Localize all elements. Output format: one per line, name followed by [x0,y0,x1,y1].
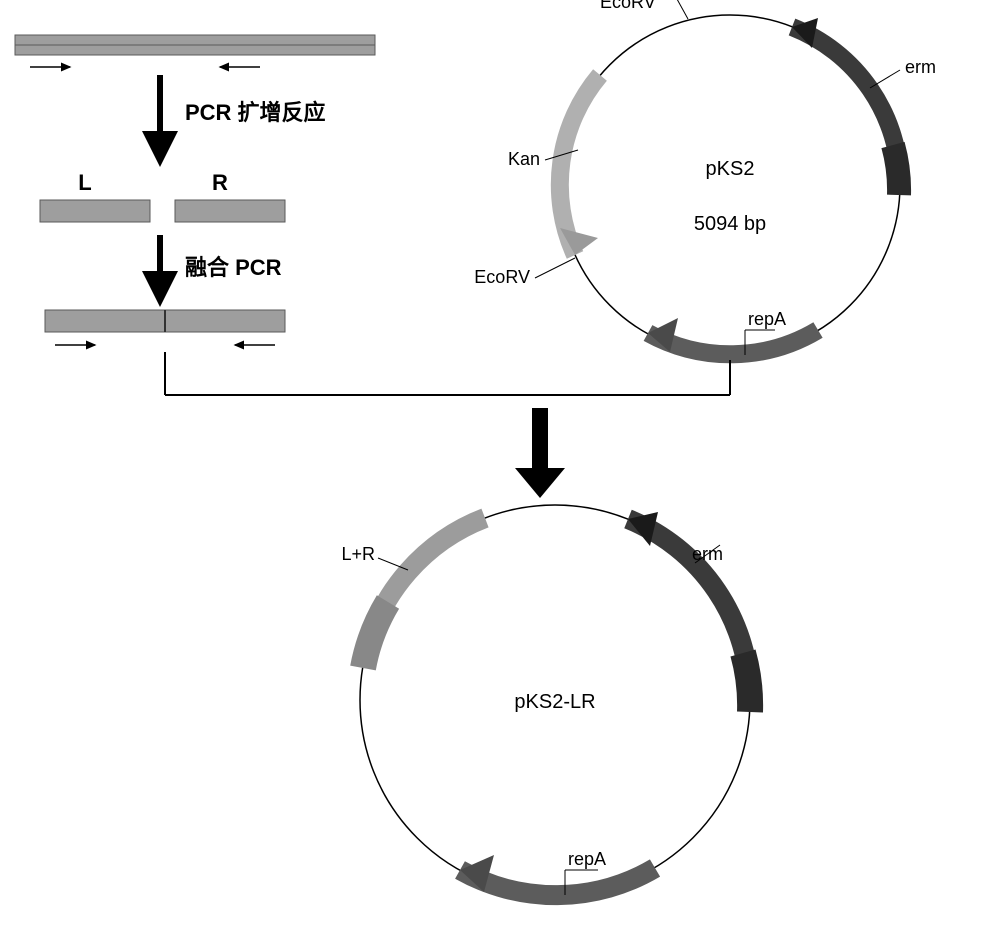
repA-label-bottom: repA [568,849,606,869]
plasmid-top-size: 5094 bp [694,213,766,235]
plasmid-pKS2-LR: erm L+R repA pKS2-LR [341,505,750,895]
frag-R-bar [175,200,285,222]
plasmid-top-name: pKS2 [706,158,755,180]
template-dna-bar [15,35,375,67]
erm-label-top: erm [905,57,936,77]
frag-L-label: L [78,170,91,195]
connector [165,352,730,395]
pcr-step2-label: 融合 PCR [185,255,282,280]
frag-L-bar [40,200,150,222]
ecorv1-label: EcoRV [600,0,656,12]
repA-label-top: repA [748,309,786,329]
fused-LR-bar [45,310,285,345]
lr-label: L+R [341,544,375,564]
ecorv2-label: EcoRV [474,267,530,287]
plasmid-bottom-name: pKS2-LR [514,691,595,713]
frag-R-label: R [212,170,228,195]
diagram-root: PCR 扩增反应 L R 融合 PCR erm Kan [0,0,1000,933]
plasmid-pKS2: erm Kan repA EcoRV EcoRV pKS2 5094 bp [474,0,936,355]
pcr-step1-label: PCR 扩增反应 [185,100,326,125]
big-down-arrow [515,408,565,498]
kan-label: Kan [508,149,540,169]
erm-label-bottom: erm [692,544,723,564]
